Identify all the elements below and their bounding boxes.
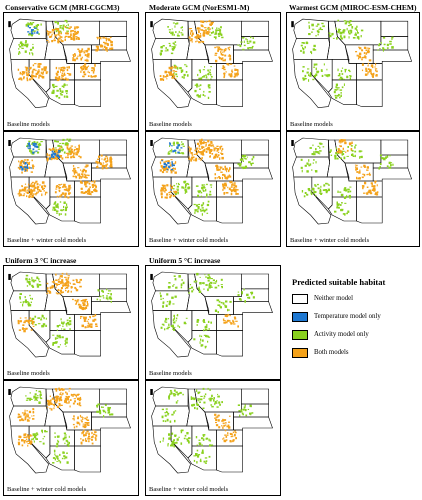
title-conservative-gcm: Conservative GCM (MRI-CGCM3) bbox=[5, 3, 120, 12]
legend-item-activity: Activity model only bbox=[292, 329, 369, 340]
habitat-cells bbox=[17, 19, 114, 99]
map-conservative-baseline: Baseline models bbox=[3, 12, 139, 131]
panel-label: Baseline + winter cold models bbox=[149, 486, 229, 493]
state-boundaries bbox=[291, 18, 413, 109]
map-uniform3-baseline: Baseline models bbox=[3, 265, 139, 380]
habitat-cells bbox=[300, 19, 394, 99]
state-boundaries bbox=[291, 137, 413, 225]
legend-swatch bbox=[292, 347, 308, 358]
map-svg bbox=[291, 18, 413, 109]
state-boundaries bbox=[8, 386, 131, 474]
map-moderate-winter: Baseline + winter cold models bbox=[145, 131, 281, 247]
legend-title: Predicted suitable habitat bbox=[292, 277, 386, 287]
habitat-cells bbox=[17, 387, 114, 464]
panel-label: Baseline + winter cold models bbox=[149, 237, 229, 244]
map-warmest-baseline: Baseline models bbox=[286, 12, 420, 131]
map-svg bbox=[8, 137, 131, 225]
map-svg bbox=[150, 271, 273, 358]
map-svg bbox=[150, 18, 273, 109]
panel-label: Baseline + winter cold models bbox=[7, 486, 87, 493]
legend-item-temperature: Temperature model only bbox=[292, 311, 381, 322]
habitat-cells bbox=[159, 272, 255, 349]
habitat-cells bbox=[300, 139, 394, 216]
panel-label: Baseline models bbox=[7, 370, 50, 377]
map-svg bbox=[150, 137, 273, 225]
map-uniform5-winter: Baseline + winter cold models bbox=[145, 380, 281, 496]
panel-label: Baseline models bbox=[149, 121, 192, 128]
panel-label: Baseline models bbox=[290, 121, 333, 128]
state-boundaries bbox=[8, 271, 131, 358]
panel-label: Baseline + winter cold models bbox=[7, 237, 87, 244]
map-uniform3-winter: Baseline + winter cold models bbox=[3, 380, 139, 496]
legend-label: Activity model only bbox=[314, 331, 369, 338]
map-uniform5-baseline: Baseline models bbox=[145, 265, 281, 380]
habitat-cells bbox=[159, 387, 254, 464]
habitat-cells bbox=[159, 138, 255, 216]
state-boundaries bbox=[150, 137, 273, 225]
habitat-cells bbox=[17, 272, 113, 348]
title-warmest-gcm: Warmest GCM (MIROC-ESM-CHEM) bbox=[289, 3, 417, 12]
legend-swatch bbox=[292, 329, 308, 340]
map-svg bbox=[8, 18, 131, 109]
habitat-cells bbox=[17, 138, 113, 216]
map-conservative-winter: Baseline + winter cold models bbox=[3, 131, 139, 247]
title-moderate-gcm: Moderate GCM (NorESM1-M) bbox=[149, 3, 250, 12]
legend-swatch bbox=[292, 293, 308, 304]
title-uniform-3c: Uniform 3 °C increase bbox=[5, 256, 77, 265]
title-uniform-5c: Uniform 5 °C increase bbox=[149, 256, 221, 265]
map-svg bbox=[8, 386, 131, 474]
legend-label: Both models bbox=[314, 349, 349, 356]
map-moderate-baseline: Baseline models bbox=[145, 12, 281, 131]
legend-swatch bbox=[292, 311, 308, 322]
legend-item-both: Both models bbox=[292, 347, 349, 358]
legend-item-neither: Neither model bbox=[292, 293, 353, 304]
state-boundaries bbox=[8, 18, 131, 109]
map-svg bbox=[150, 386, 273, 474]
legend-label: Temperature model only bbox=[314, 313, 381, 320]
state-boundaries bbox=[150, 386, 273, 474]
panel-label: Baseline models bbox=[149, 370, 192, 377]
legend-label: Neither model bbox=[314, 295, 354, 302]
map-svg bbox=[291, 137, 413, 225]
panel-label: Baseline models bbox=[7, 121, 50, 128]
panel-label: Baseline + winter cold models bbox=[290, 237, 370, 244]
map-svg bbox=[8, 271, 131, 358]
state-boundaries bbox=[150, 271, 273, 358]
habitat-cells bbox=[159, 19, 256, 99]
map-warmest-winter: Baseline + winter cold models bbox=[286, 131, 420, 247]
